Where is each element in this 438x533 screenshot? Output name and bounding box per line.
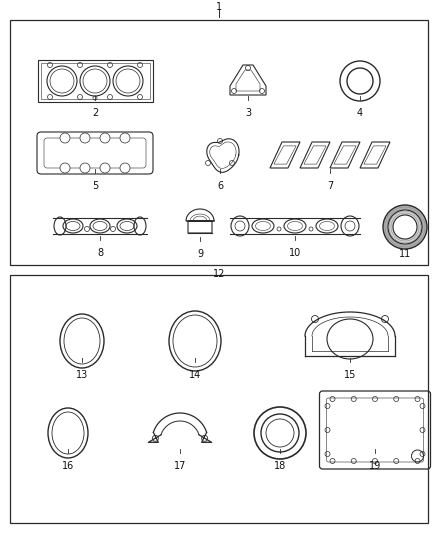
Text: 18: 18 — [274, 461, 286, 471]
Text: 3: 3 — [245, 108, 251, 118]
Circle shape — [388, 210, 422, 244]
Circle shape — [100, 133, 110, 143]
Circle shape — [100, 163, 110, 173]
Bar — [38, 60, 152, 102]
Circle shape — [80, 163, 90, 173]
Text: 11: 11 — [399, 249, 411, 259]
Text: 19: 19 — [369, 461, 381, 471]
Text: 2: 2 — [92, 108, 98, 118]
Text: 14: 14 — [189, 370, 201, 380]
Text: 5: 5 — [92, 181, 98, 191]
Circle shape — [120, 133, 130, 143]
Text: 4: 4 — [357, 108, 363, 118]
Circle shape — [393, 215, 417, 239]
Bar — [10, 275, 428, 523]
Text: 13: 13 — [76, 370, 88, 380]
Bar — [10, 20, 428, 265]
Circle shape — [60, 163, 70, 173]
Circle shape — [80, 133, 90, 143]
Text: 15: 15 — [344, 370, 356, 380]
Text: 6: 6 — [217, 181, 223, 191]
Text: 12: 12 — [213, 269, 225, 279]
Text: 1: 1 — [216, 2, 222, 12]
Bar — [40, 63, 149, 99]
Circle shape — [120, 163, 130, 173]
Text: 10: 10 — [289, 248, 301, 258]
Circle shape — [383, 205, 427, 249]
Text: 8: 8 — [97, 248, 103, 258]
Text: 17: 17 — [174, 461, 186, 471]
Text: 7: 7 — [327, 181, 333, 191]
Text: 16: 16 — [62, 461, 74, 471]
Text: 9: 9 — [197, 249, 203, 259]
Circle shape — [60, 133, 70, 143]
